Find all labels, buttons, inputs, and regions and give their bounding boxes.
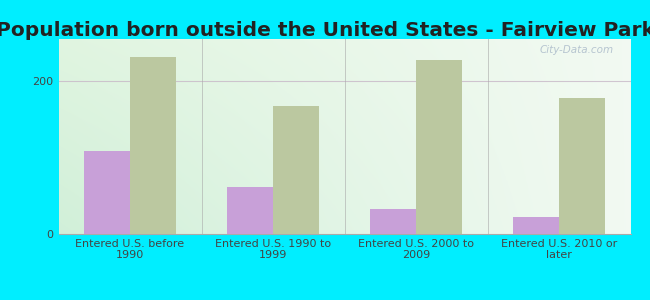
Legend: Native, Foreign-born: Native, Foreign-born [236,295,453,300]
Bar [130,57,176,234]
Text: City-Data.com: City-Data.com [540,45,614,55]
Text: Population born outside the United States - Fairview Park: Population born outside the United State… [0,21,650,40]
Bar [416,60,462,234]
Bar [84,152,130,234]
Bar [227,187,273,234]
Bar [370,209,416,234]
Bar [559,98,604,234]
Bar [273,106,318,234]
Bar [514,217,559,234]
